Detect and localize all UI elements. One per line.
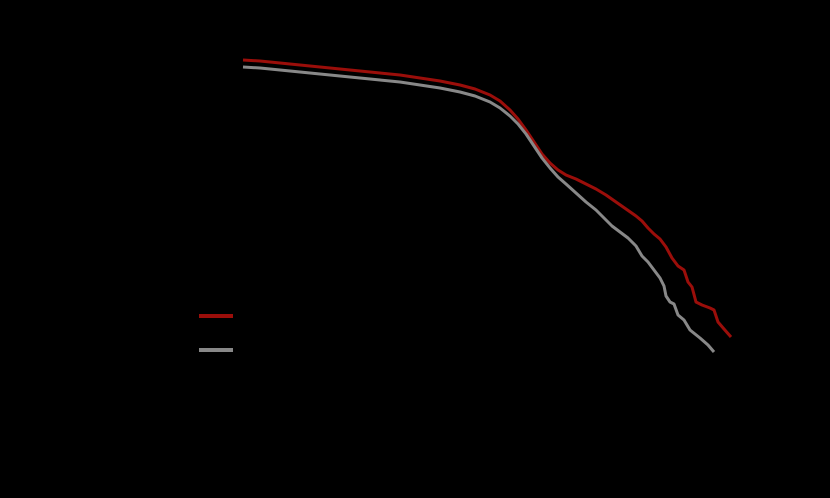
series-layer bbox=[242, 58, 733, 353]
data-line-series-1 bbox=[242, 58, 733, 338]
legend bbox=[199, 314, 233, 352]
data-line-series-2 bbox=[242, 65, 716, 353]
